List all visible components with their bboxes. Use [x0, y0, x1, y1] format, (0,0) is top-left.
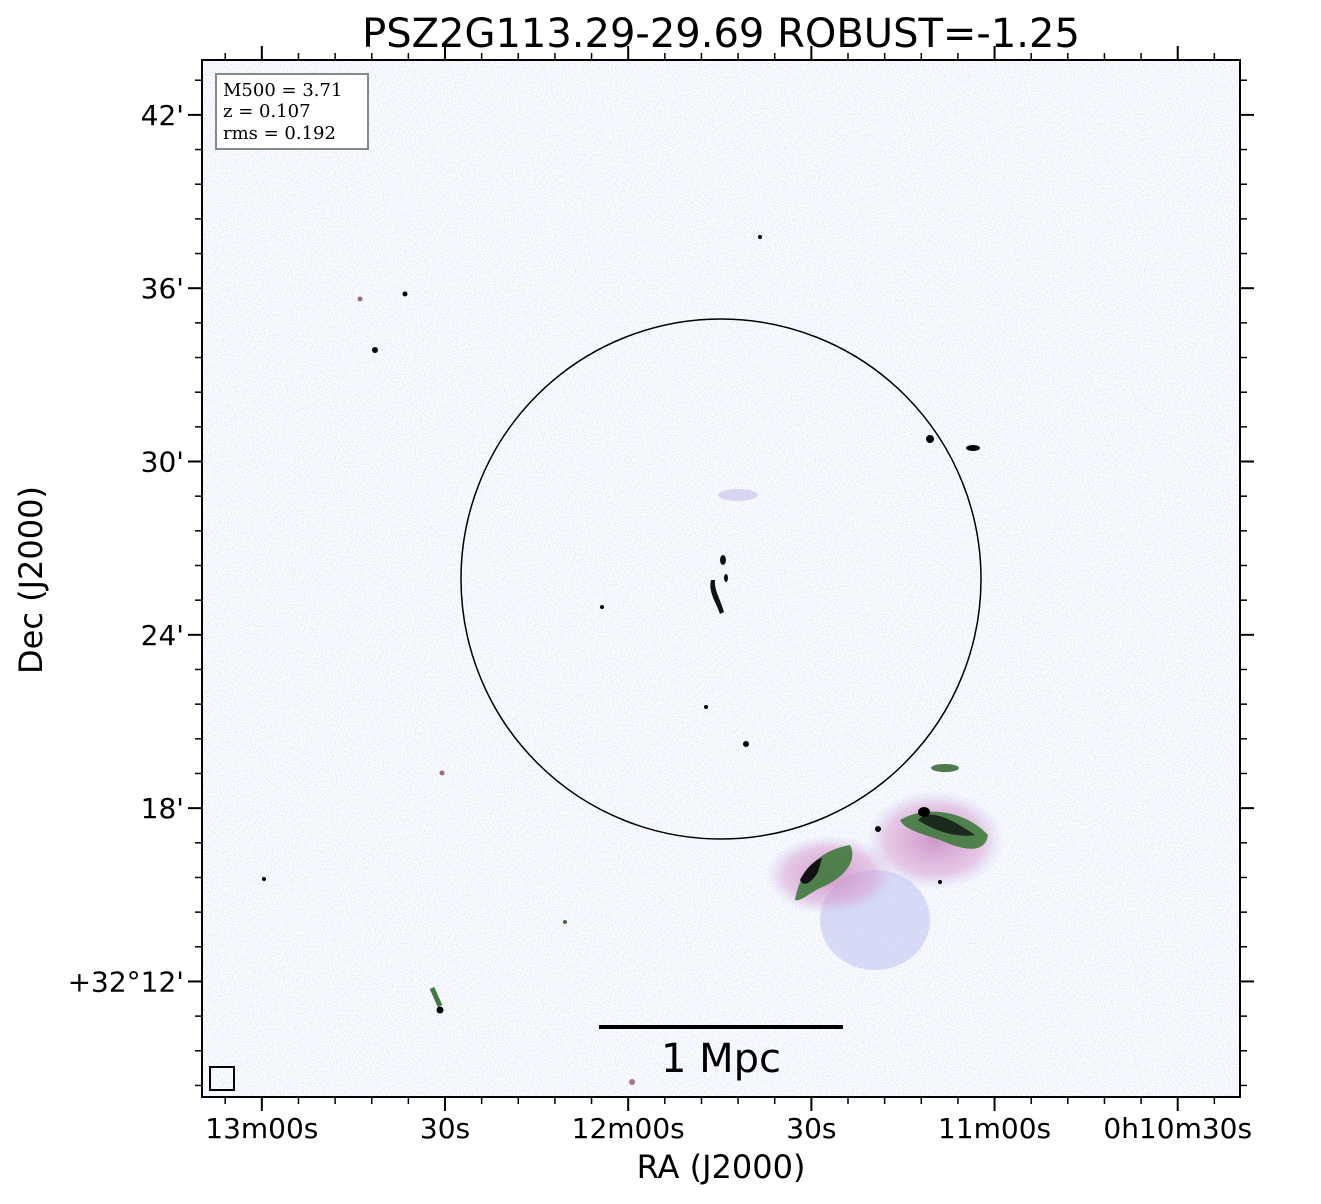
x-axis-label: RA (J2000)	[637, 1148, 806, 1186]
image	[202, 60, 1240, 1097]
info-text: z = 0.107	[223, 101, 311, 122]
y-tick-label: 42'	[141, 99, 184, 132]
info-text: rms = 0.192	[223, 123, 336, 144]
x-tick-label: 11m00s	[938, 1112, 1051, 1145]
x-tick-label: 13m00s	[205, 1112, 318, 1145]
scale-bar-label: 1 Mpc	[661, 1036, 781, 1082]
y-axis-label: Dec (J2000)	[12, 486, 50, 674]
info-box	[215, 73, 369, 150]
y-tick-label: 18'	[141, 792, 184, 825]
y-tick-label: +32°12'	[68, 965, 184, 998]
x-tick-label: 0h10m30s	[1103, 1112, 1252, 1145]
y-tick-label: 30'	[141, 446, 184, 479]
x-tick-label: 12m00s	[572, 1112, 685, 1145]
x-tick-label: 30s	[420, 1112, 470, 1145]
r500-circle	[460, 318, 982, 840]
info-text: M500 = 3.71	[223, 80, 342, 101]
y-tick-label: 36'	[141, 272, 184, 305]
beam	[209, 1066, 235, 1091]
y-tick-label: 24'	[141, 619, 184, 652]
chart-title: PSZ2G113.29-29.69 ROBUST=-1.25	[362, 11, 1080, 57]
plot-frame	[201, 59, 1241, 1098]
x-tick-label: 30s	[786, 1112, 836, 1145]
